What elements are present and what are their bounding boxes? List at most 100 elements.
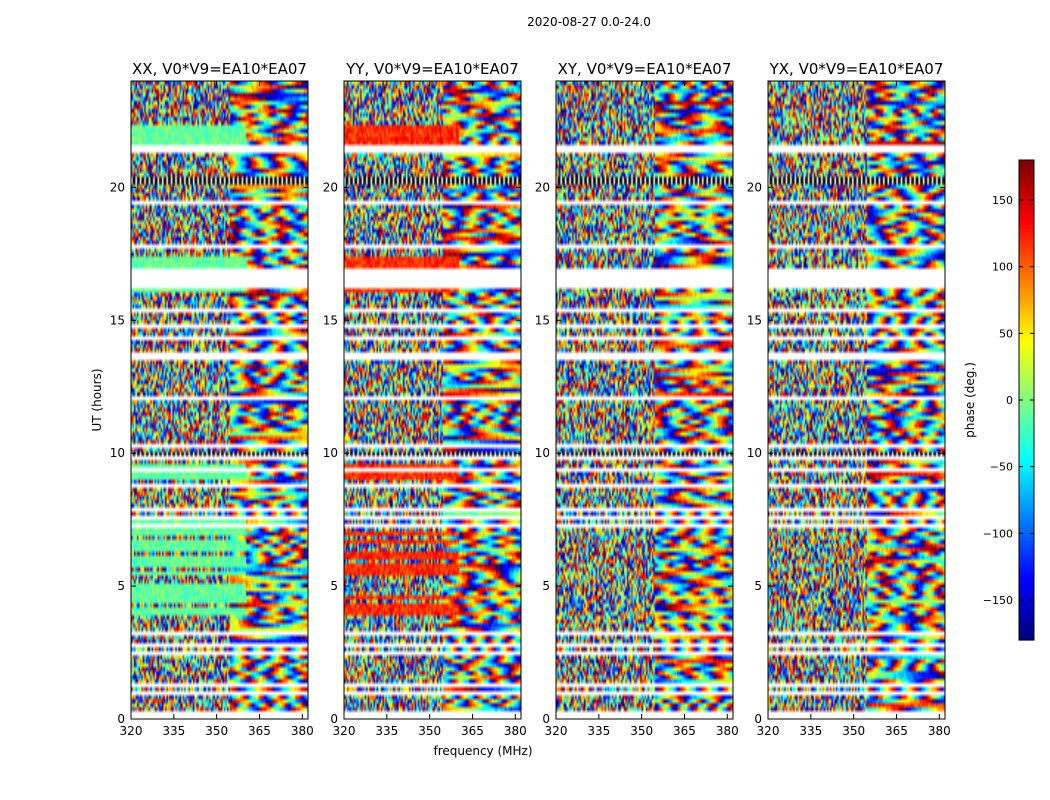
colorbar-segment [1019,516,1034,521]
colorbar-segment [1019,432,1034,437]
colorbar-segment [1019,356,1034,361]
colorbar-segment [1019,568,1034,573]
colorbar-segment [1019,228,1034,233]
colorbar: −150 −100 −50 0 50 100 150 [983,159,1035,641]
colorbar-segment [1019,504,1034,509]
colorbar-segment [1019,384,1034,389]
colorbar-segment [1019,300,1034,305]
y-tick-label: 5 [542,579,550,593]
x-tick-label: 320 [333,724,356,738]
y-axis-label: UT (hours) [90,368,104,431]
colorbar-segment [1019,336,1034,341]
colorbar-segment [1019,176,1034,181]
colorbar-segment [1019,620,1034,625]
colorbar-segment [1019,596,1034,601]
colorbar-segment [1019,528,1034,533]
colorbar-segment [1019,600,1034,605]
colorbar-segment [1019,464,1034,469]
colorbar-segment [1019,636,1034,641]
panel-yx: YX, V0*V9=EA10*EA07 320 335 350 365 380 0 5 10 15… [747,60,951,738]
x-tick-label: 335 [587,724,610,738]
x-tick-label: 365 [248,724,271,738]
colorbar-segment [1019,412,1034,417]
colorbar-segment [1019,536,1034,541]
colorbar-segment [1019,200,1034,205]
x-tick-label: 320 [120,724,143,738]
y-tick-label: 20 [535,180,550,194]
colorbar-segment [1019,308,1034,313]
y-tick-label: 15 [747,313,762,327]
colorbar-segment [1019,520,1034,525]
colorbar-segment [1019,380,1034,385]
colorbar-segment [1019,252,1034,257]
colorbar-segment [1019,224,1034,229]
x-tick-label: 380 [716,724,739,738]
colorbar-segment [1019,428,1034,433]
colorbar-segment [1019,324,1034,329]
colorbar-tick-label: 150 [992,194,1013,207]
colorbar-tick-label: −150 [983,594,1013,607]
colorbar-segment [1019,196,1034,201]
panel-yy: YY, V0*V9=EA10*EA07 320 335 350 365 380 0 5 10 15… [323,60,527,738]
colorbar-segment [1019,540,1034,545]
x-tick-label: 320 [757,724,780,738]
colorbar-segment [1019,168,1034,173]
colorbar-segment [1019,364,1034,369]
colorbar-segment [1019,372,1034,377]
colorbar-tick-label: 50 [999,327,1013,340]
colorbar-segment [1019,608,1034,613]
y-tick-label: 20 [110,180,125,194]
y-tick-label: 5 [117,579,125,593]
colorbar-segment [1019,544,1034,549]
colorbar-segment [1019,340,1034,345]
x-tick-label: 380 [504,724,527,738]
colorbar-segment [1019,164,1034,169]
y-tick-label: 15 [535,313,550,327]
colorbar-segment [1019,392,1034,397]
panel-title: XX, V0*V9=EA10*EA07 [132,60,307,78]
colorbar-segment [1019,628,1034,633]
y-tick-label: 20 [747,180,762,194]
heatmap-image [344,81,521,719]
colorbar-segment [1019,420,1034,425]
x-tick-label: 335 [799,724,822,738]
colorbar-segment [1019,572,1034,577]
colorbar-segment [1019,452,1034,457]
colorbar-segment [1019,416,1034,421]
colorbar-segment [1019,268,1034,273]
colorbar-segment [1019,440,1034,445]
x-tick-label: 365 [673,724,696,738]
colorbar-segment [1019,204,1034,209]
colorbar-segment [1019,240,1034,245]
colorbar-segment [1019,548,1034,553]
colorbar-segment [1019,616,1034,621]
colorbar-segment [1019,256,1034,261]
x-tick-label: 350 [205,724,228,738]
panel-title: XY, V0*V9=EA10*EA07 [558,60,732,78]
colorbar-segment [1019,348,1034,353]
x-tick-label: 335 [162,724,185,738]
x-tick-label: 335 [375,724,398,738]
colorbar-segment [1019,276,1034,281]
colorbar-segment [1019,344,1034,349]
y-tick-label: 0 [754,712,762,726]
colorbar-segment [1019,444,1034,449]
colorbar-segment [1019,524,1034,529]
colorbar-segment [1019,264,1034,269]
colorbar-segment [1019,160,1034,165]
colorbar-segment [1019,632,1034,637]
colorbar-segment [1019,396,1034,401]
colorbar-segment [1019,232,1034,237]
colorbar-segment [1019,496,1034,501]
colorbar-segment [1019,184,1034,189]
colorbar-segment [1019,576,1034,581]
panel-frame [130,80,309,720]
panel-title: YY, V0*V9=EA10*EA07 [345,60,519,78]
colorbar-label: phase (deg.) [963,362,977,438]
colorbar-segment [1019,400,1034,405]
colorbar-segment [1019,460,1034,465]
y-tick-label: 10 [110,446,125,460]
colorbar-segment [1019,532,1034,537]
colorbar-segment [1019,388,1034,393]
colorbar-tick-label: 100 [992,261,1013,274]
